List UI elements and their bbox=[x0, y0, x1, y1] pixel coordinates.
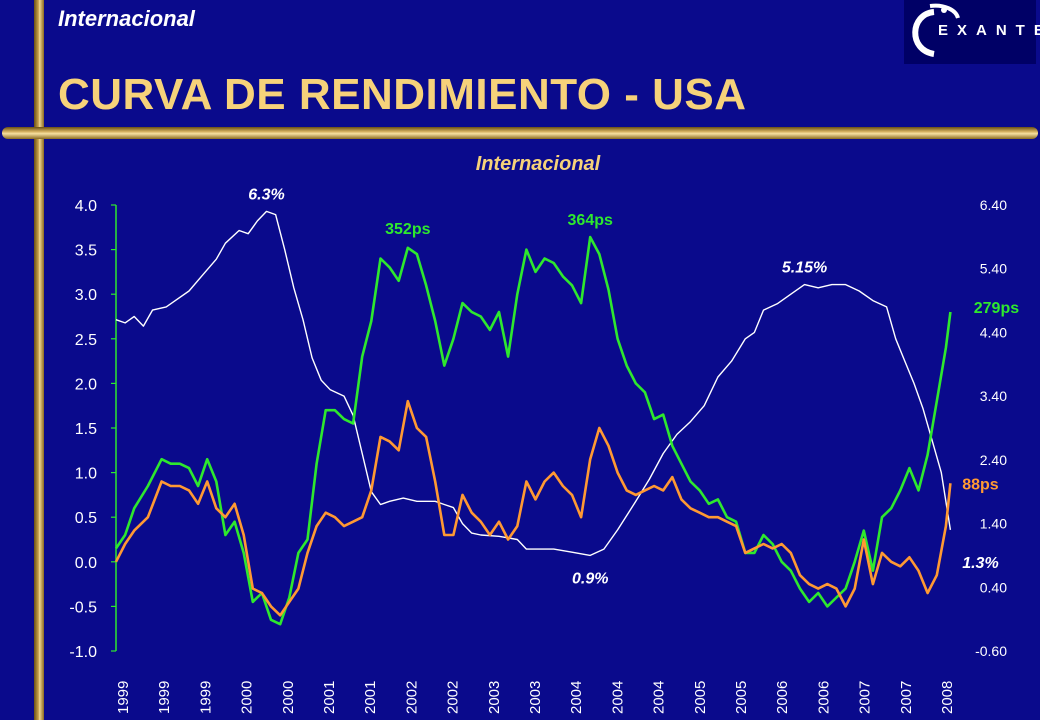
right-axis-tick-label: -0.60 bbox=[975, 643, 1007, 659]
left-axis-tick-label: 2.5 bbox=[75, 332, 97, 349]
x-axis-tick-label: 2005 bbox=[733, 681, 750, 714]
data-label: 352ps bbox=[385, 221, 430, 238]
x-axis-tick-label: 2003 bbox=[527, 681, 544, 714]
x-axis-tick-label: 2002 bbox=[445, 681, 462, 714]
x-axis-tick-label: 1999 bbox=[115, 681, 132, 714]
chart-annotations-layer: 6.3% 352ps 364ps 5.15% 279ps 88ps 1.3% 0.9% bbox=[248, 186, 1019, 587]
right-axis-tick-label: 1.40 bbox=[980, 516, 1007, 532]
x-axis-tick-label: 2006 bbox=[815, 681, 832, 714]
logo-text: EXANTE bbox=[938, 22, 1040, 39]
chart-title: Internacional bbox=[476, 153, 601, 175]
data-label: 364ps bbox=[568, 212, 613, 229]
left-axis-tick-label: 0.5 bbox=[75, 510, 97, 527]
data-label: 0.9% bbox=[572, 570, 608, 587]
data-label: 5.15% bbox=[782, 260, 827, 277]
right-axis-tick-label: 2.40 bbox=[980, 452, 1007, 468]
data-label: 6.3% bbox=[248, 186, 284, 203]
left-axis-tick-label: 4.0 bbox=[75, 198, 97, 215]
x-axis-tick-label: 2002 bbox=[403, 681, 420, 714]
data-label: 279ps bbox=[974, 300, 1019, 317]
chart-axes: 4.0 3.5 3.0 2.5 2.0 1.5 1.0 0.5 0.0 -0.5 -1.0 6.40 5… bbox=[69, 197, 1007, 714]
x-axis-tick-label: 2001 bbox=[362, 681, 379, 714]
left-axis-tick-label: 1.0 bbox=[75, 466, 97, 483]
data-label: 1.3% bbox=[962, 555, 998, 572]
x-axis-tick-label: 2007 bbox=[898, 681, 915, 714]
left-axis-tick-label: -0.5 bbox=[69, 599, 97, 616]
x-axis-tick-label: 2006 bbox=[774, 681, 791, 714]
right-axis-tick-label: 6.40 bbox=[980, 197, 1007, 213]
section-label: Internacional bbox=[58, 6, 195, 31]
right-axis-tick-label: 3.40 bbox=[980, 388, 1007, 404]
header-divider-bar bbox=[2, 127, 1038, 139]
x-axis-tick-label: 2000 bbox=[239, 681, 256, 714]
x-axis-tick-label: 2007 bbox=[857, 681, 874, 714]
x-axis-tick-label: 2004 bbox=[568, 681, 585, 714]
chart-series-layer bbox=[114, 210, 952, 626]
left-axis-tick-label: -1.0 bbox=[69, 644, 97, 661]
right-axis-tick-label: 0.40 bbox=[980, 579, 1007, 595]
left-axis-tick-label: 2.0 bbox=[75, 376, 97, 393]
logo-swoosh-icon bbox=[912, 3, 960, 57]
x-axis-tick-label: 2004 bbox=[609, 681, 626, 714]
x-axis-tick-label: 2000 bbox=[280, 681, 297, 714]
data-label: 88ps bbox=[962, 476, 999, 493]
left-axis-tick-label: 3.5 bbox=[75, 243, 97, 260]
page-title: CURVA DE RENDIMIENTO - USA bbox=[58, 70, 747, 119]
x-axis-tick-label: 1999 bbox=[197, 681, 214, 714]
left-axis-tick-label: 3.0 bbox=[75, 287, 97, 304]
x-axis-tick-label: 2003 bbox=[486, 681, 503, 714]
x-axis-tick-label: 2004 bbox=[651, 681, 668, 714]
left-axis-tick-label: 0.0 bbox=[75, 555, 97, 572]
right-axis-tick-label: 4.40 bbox=[980, 324, 1007, 340]
series-line-1 bbox=[114, 235, 952, 626]
series-line-2 bbox=[114, 399, 952, 617]
x-axis-tick-label: 2001 bbox=[321, 681, 338, 714]
x-axis-tick-label: 2005 bbox=[692, 681, 709, 714]
right-axis-tick-label: 5.40 bbox=[980, 261, 1007, 277]
left-axis-tick-label: 1.5 bbox=[75, 421, 97, 438]
left-decorative-bar bbox=[34, 0, 44, 720]
x-axis-tick-label: 2008 bbox=[939, 681, 956, 714]
company-logo: EXANTE bbox=[904, 0, 1040, 64]
x-axis-tick-label: 1999 bbox=[156, 681, 173, 714]
